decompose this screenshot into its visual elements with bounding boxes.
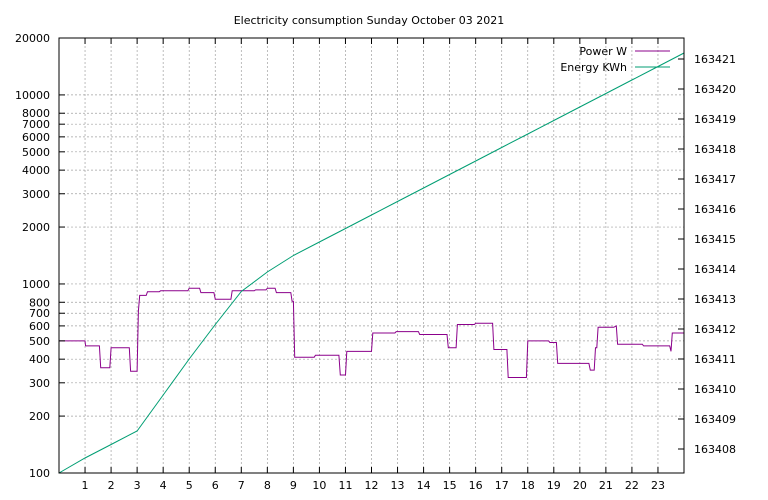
x-tick-label: 23: [651, 479, 665, 492]
y2-tick-label: 163415: [694, 233, 736, 246]
legend-label-power-w: Power W: [579, 45, 627, 58]
x-tick-label: 4: [160, 479, 167, 492]
y2-tick-label: 163417: [694, 173, 736, 186]
x-tick-label: 15: [443, 479, 457, 492]
y2-tick-label: 163414: [694, 263, 736, 276]
y-tick-label: 5000: [22, 146, 50, 159]
x-tick-label: 19: [547, 479, 561, 492]
y2-tick-label: 163409: [694, 413, 736, 426]
y-tick-label: 300: [29, 377, 50, 390]
x-tick-label: 3: [134, 479, 141, 492]
legend-label-energy-kwh: Energy KWh: [560, 61, 627, 74]
x-tick-label: 21: [599, 479, 613, 492]
y-tick-label: 500: [29, 335, 50, 348]
y2-tick-label: 163421: [694, 53, 736, 66]
x-tick-label: 18: [521, 479, 535, 492]
x-tick-label: 1: [82, 479, 89, 492]
x-tick-label: 11: [338, 479, 352, 492]
y-tick-label: 6000: [22, 131, 50, 144]
chart-title: Electricity consumption Sunday October 0…: [234, 14, 505, 27]
y2-tick-label: 163411: [694, 353, 736, 366]
y2-tick-label: 163410: [694, 383, 736, 396]
y2-tick-label: 163416: [694, 203, 736, 216]
x-tick-label: 22: [625, 479, 639, 492]
y-tick-label: 4000: [22, 164, 50, 177]
x-tick-label: 20: [573, 479, 587, 492]
y-tick-label: 10000: [15, 89, 50, 102]
y2-tick-label: 163419: [694, 113, 736, 126]
y-tick-label: 20000: [15, 32, 50, 45]
y2-tick-label: 163420: [694, 83, 736, 96]
y-tick-label: 600: [29, 320, 50, 333]
x-tick-label: 12: [365, 479, 379, 492]
y2-tick-label: 163412: [694, 323, 736, 336]
x-tick-label: 5: [186, 479, 193, 492]
y-tick-label: 700: [29, 307, 50, 320]
y2-tick-label: 163413: [694, 293, 736, 306]
y2-tick-label: 163418: [694, 143, 736, 156]
x-tick-label: 10: [312, 479, 326, 492]
y-tick-label: 1000: [22, 278, 50, 291]
x-tick-label: 7: [238, 479, 245, 492]
x-tick-label: 9: [290, 479, 297, 492]
x-tick-label: 17: [495, 479, 509, 492]
y-tick-label: 200: [29, 410, 50, 423]
y2-tick-label: 163408: [694, 443, 736, 456]
x-tick-label: 16: [469, 479, 483, 492]
x-tick-label: 14: [417, 479, 431, 492]
x-tick-label: 6: [212, 479, 219, 492]
y-tick-label: 3000: [22, 188, 50, 201]
x-tick-label: 13: [391, 479, 405, 492]
y-tick-label: 100: [29, 467, 50, 480]
x-tick-label: 2: [108, 479, 115, 492]
y-tick-label: 800: [29, 296, 50, 309]
y-tick-label: 2000: [22, 221, 50, 234]
y-tick-label: 8000: [22, 107, 50, 120]
x-tick-label: 8: [264, 479, 271, 492]
energy-kwh-line: [58, 52, 685, 474]
power-w-line: [59, 287, 684, 378]
y-tick-label: 7000: [22, 118, 50, 131]
y-tick-label: 400: [29, 353, 50, 366]
